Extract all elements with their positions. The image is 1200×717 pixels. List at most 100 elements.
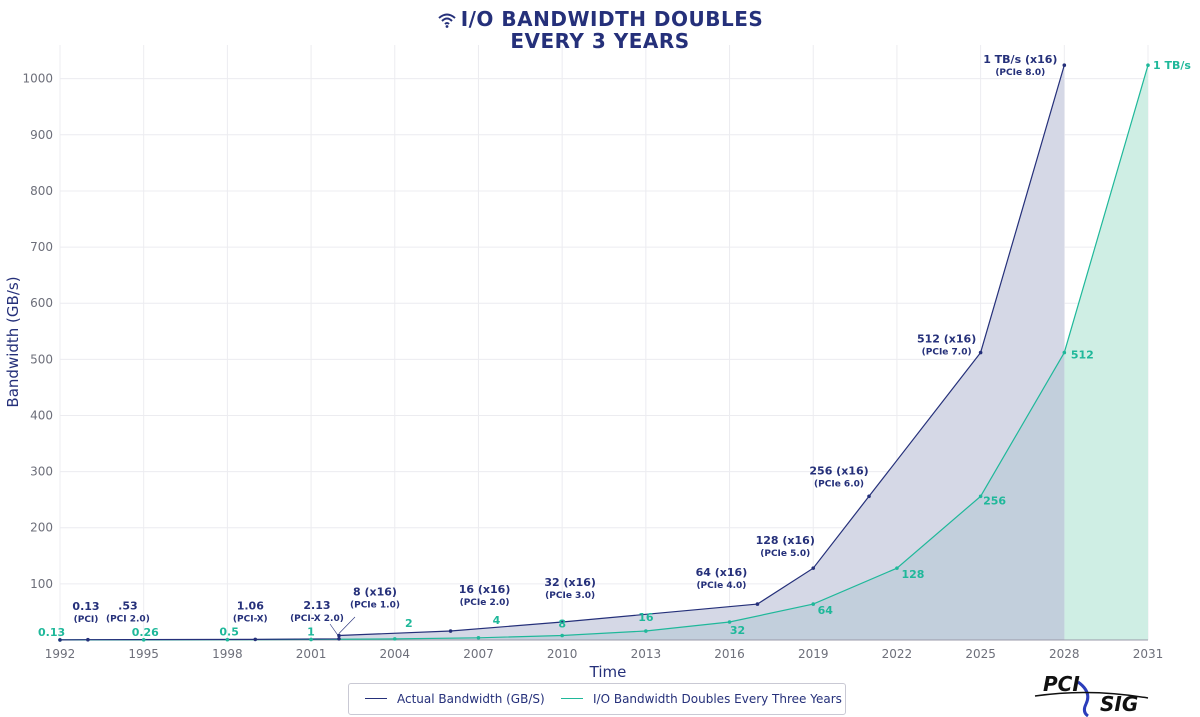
data-label-actual-2: 1.06 <box>237 599 264 612</box>
x-tick-label-11: 2025 <box>965 647 996 661</box>
data-sublabel-actual-2: (PCI-X) <box>233 614 268 624</box>
point-actual-5 <box>448 629 453 633</box>
point-doubling-2 <box>225 637 230 642</box>
point-actual-0 <box>58 638 62 642</box>
data-label-doubling-7: 16 <box>638 611 654 624</box>
chart-title-line2: EVERY 3 YEARS <box>510 29 690 53</box>
data-sublabel-actual-9: (PCIe 6.0) <box>814 479 864 489</box>
data-label-doubling-13: 1 TB/s <box>1153 59 1191 72</box>
y-tick-label-5: 600 <box>30 296 53 310</box>
x-tick-label-6: 2010 <box>547 647 578 661</box>
data-label-doubling-3: 1 <box>307 625 315 638</box>
point-doubling-5 <box>476 635 481 640</box>
point-actual-1 <box>86 637 90 642</box>
wifi-icon <box>438 13 456 28</box>
point-doubling-10 <box>895 566 899 570</box>
data-sublabel-actual-6: (PCIe 3.0) <box>545 591 595 601</box>
legend-swatch-doubling <box>561 698 583 699</box>
point-doubling-8 <box>727 620 732 624</box>
point-actual-3 <box>337 637 341 641</box>
y-tick-label-0: 100 <box>30 577 53 591</box>
point-doubling-13 <box>1146 63 1150 68</box>
data-sublabel-actual-7: (PCIe 4.0) <box>696 581 746 591</box>
data-label-actual-4: 8 (x16) <box>353 586 397 599</box>
y-tick-label-8: 900 <box>30 128 53 142</box>
data-label-doubling-2: 0.5 <box>219 626 239 639</box>
legend-item-doubling: I/O Bandwidth Doubles Every Three Years <box>561 692 842 706</box>
data-label-actual-11: 1 TB/s (x16) <box>983 53 1057 66</box>
chart-title-line1: I/O BANDWIDTH DOUBLES <box>0 8 1200 30</box>
data-label-actual-8: 128 (x16) <box>756 534 815 547</box>
data-label-doubling-9: 64 <box>818 604 834 617</box>
point-actual-8 <box>811 566 816 570</box>
data-label-doubling-4: 2 <box>405 617 413 630</box>
data-sublabel-actual-11: (PCIe 8.0) <box>995 68 1045 78</box>
point-actual-6 <box>560 620 564 624</box>
point-doubling-11 <box>978 494 983 499</box>
point-doubling-1 <box>141 638 146 642</box>
x-tick-label-2: 1998 <box>212 647 243 661</box>
data-sublabel-actual-10: (PCIe 7.0) <box>922 348 972 358</box>
x-tick-label-8: 2016 <box>714 647 745 661</box>
point-doubling-7 <box>644 629 648 633</box>
y-tick-label-3: 400 <box>30 408 53 422</box>
point-doubling-6 <box>560 633 564 638</box>
data-label-doubling-8: 32 <box>730 624 745 637</box>
point-actual-4 <box>337 633 341 638</box>
x-tick-label-9: 2019 <box>798 647 829 661</box>
x-tick-label-13: 2031 <box>1133 647 1164 661</box>
point-actual-11 <box>1062 63 1067 68</box>
point-actual-7 <box>755 602 760 606</box>
x-tick-label-1: 1995 <box>128 647 159 661</box>
point-doubling-9 <box>811 602 816 606</box>
data-label-actual-6: 32 (x16) <box>544 576 596 589</box>
data-label-actual-0: 0.13 <box>72 600 99 613</box>
chart-legend: Actual Bandwidth (GB/S) I/O Bandwidth Do… <box>348 683 846 715</box>
legend-item-actual: Actual Bandwidth (GB/S) <box>365 692 545 706</box>
data-sublabel-actual-0: (PCI) <box>74 615 99 625</box>
data-sublabel-actual-4: (PCIe 1.0) <box>350 601 400 611</box>
x-tick-label-12: 2028 <box>1049 647 1080 661</box>
y-tick-label-1: 200 <box>30 521 53 535</box>
point-doubling-3 <box>309 637 313 642</box>
data-label-actual-5: 16 (x16) <box>459 583 511 596</box>
point-actual-2 <box>253 637 258 642</box>
leader-line-1 <box>338 616 356 634</box>
pci-sig-logo: PCI SIG <box>1030 672 1170 717</box>
legend-swatch-actual <box>365 698 387 699</box>
data-label-actual-3: 2.13 <box>303 599 330 612</box>
data-label-actual-7: 64 (x16) <box>696 566 748 579</box>
point-doubling-12 <box>1062 350 1067 355</box>
x-tick-label-7: 2013 <box>631 647 662 661</box>
data-label-doubling-12: 512 <box>1071 349 1094 362</box>
chart-title-text-line1: I/O BANDWIDTH DOUBLES <box>460 7 764 31</box>
data-sublabel-actual-3: (PCI-X 2.0) <box>290 614 344 624</box>
point-actual-9 <box>867 494 871 499</box>
pci-sig-swoosh-icon <box>1034 680 1149 717</box>
data-label-actual-9: 256 (x16) <box>809 464 868 477</box>
data-label-doubling-10: 128 <box>901 568 924 581</box>
data-sublabel-actual-5: (PCIe 2.0) <box>460 598 510 608</box>
y-tick-label-9: 1000 <box>22 72 53 86</box>
leader-line-0 <box>329 623 340 637</box>
data-label-actual-10: 512 (x16) <box>917 333 976 346</box>
logo-text-sig: SIG <box>1100 692 1139 716</box>
data-label-doubling-0: 0.13 <box>38 626 65 639</box>
y-tick-label-6: 700 <box>30 240 53 254</box>
y-tick-label-7: 800 <box>30 184 53 198</box>
area-overlap <box>60 352 1065 640</box>
legend-label-doubling: I/O Bandwidth Doubles Every Three Years <box>593 692 842 706</box>
data-sublabel-actual-1: (PCI 2.0) <box>106 615 150 625</box>
x-tick-label-5: 2007 <box>463 647 494 661</box>
legend-label-actual: Actual Bandwidth (GB/S) <box>397 692 545 706</box>
point-actual-10 <box>978 350 983 355</box>
data-sublabel-actual-8: (PCIe 5.0) <box>760 549 810 559</box>
data-label-doubling-6: 8 <box>558 618 566 631</box>
y-axis-title: Bandwidth (GB/s) <box>4 276 22 407</box>
data-label-actual-1: .53 <box>118 600 138 613</box>
x-tick-label-4: 2004 <box>379 647 410 661</box>
y-tick-label-2: 300 <box>30 465 53 479</box>
data-label-doubling-5: 4 <box>493 614 501 627</box>
y-tick-label-4: 500 <box>30 352 53 366</box>
